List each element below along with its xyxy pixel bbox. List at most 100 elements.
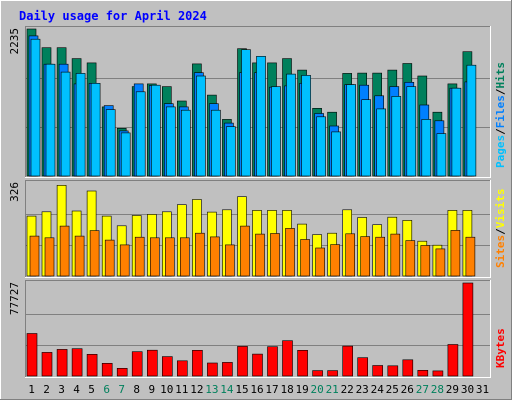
bar-kbytes-day-23 — [357, 357, 369, 377]
x-label-day-13: 13 — [205, 383, 218, 396]
bar-sites-day-27 — [420, 245, 431, 277]
x-label-day-6: 6 — [103, 383, 110, 396]
bar-kbytes-day-17 — [267, 346, 278, 377]
bar-pages-day-27 — [421, 119, 432, 177]
bar-pages-day-20 — [316, 116, 326, 177]
bar-pages-day-26 — [406, 86, 417, 177]
bar-kbytes-day-18 — [282, 340, 293, 377]
bar-pages-day-11 — [181, 109, 191, 177]
bar-sites-day-4 — [74, 235, 85, 277]
panel-kbytes: 77727 KBytes — [8, 280, 507, 378]
x-label-day-3: 3 — [58, 383, 65, 396]
bar-pages-day-22 — [346, 84, 357, 177]
legend-entry: KBytes — [494, 328, 507, 368]
bar-kbytes-day-20 — [312, 370, 323, 377]
bar-kbytes-day-4 — [71, 348, 83, 377]
x-label-day-16: 16 — [250, 383, 263, 396]
bar-pages-day-18 — [286, 73, 296, 177]
x-label-day-15: 15 — [235, 383, 248, 396]
bar-sites-day-28 — [435, 248, 446, 277]
y-max-label: 2235 — [8, 28, 21, 55]
bar-pages-day-21 — [331, 131, 341, 177]
bar-kbytes-day-5 — [86, 353, 98, 377]
bar-pages-day-10 — [166, 106, 176, 177]
bar-pages-day-3 — [60, 71, 71, 177]
x-label-day-19: 19 — [295, 383, 308, 396]
x-label-day-21: 21 — [326, 383, 339, 396]
bar-sites-day-2 — [44, 237, 55, 277]
x-label-day-29: 29 — [446, 383, 459, 396]
legend-entry: / — [494, 128, 507, 135]
x-label-day-28: 28 — [431, 383, 444, 396]
panel-hits-files-pages: 2235 Pages/Files/Hits — [8, 26, 507, 178]
bar-sites-day-8 — [134, 236, 145, 277]
bar-kbytes-day-25 — [387, 365, 399, 377]
x-label-day-14: 14 — [220, 383, 234, 396]
legend-hits-files-pages: Pages/Files/Hits — [494, 62, 507, 168]
x-label-day-18: 18 — [280, 383, 293, 396]
bar-sites-day-22 — [345, 233, 356, 277]
x-label-day-4: 4 — [73, 383, 80, 396]
bar-sites-day-17 — [270, 233, 280, 277]
bar-pages-day-23 — [361, 99, 372, 177]
bar-sites-day-6 — [104, 239, 115, 277]
bar-sites-day-15 — [240, 225, 250, 277]
x-label-day-30: 30 — [461, 383, 474, 396]
bar-kbytes-day-14 — [222, 362, 233, 377]
bar-sites-day-14 — [225, 244, 235, 277]
bar-sites-day-24 — [375, 236, 386, 277]
bar-pages-day-19 — [301, 75, 311, 177]
x-label-day-5: 5 — [88, 383, 95, 396]
bar-pages-day-12 — [196, 75, 206, 177]
x-axis-labels: 1 2 3 4 5 6 7 8 9 10 11 12 13 14 15 16 17 18 19 20 21 22 23 24 2… — [28, 383, 489, 396]
legend-kbytes: KBytes — [494, 328, 507, 368]
bar-sites-day-1 — [29, 235, 40, 277]
bar-pages-day-14 — [226, 126, 236, 177]
bar-kbytes-day-22 — [342, 345, 354, 377]
bar-kbytes-day-12 — [192, 349, 203, 377]
x-label-day-8: 8 — [133, 383, 140, 396]
bar-pages-day-28 — [436, 133, 447, 177]
bar-kbytes-day-8 — [131, 351, 143, 377]
legend-visits-sites: Sites/Visits — [494, 189, 507, 269]
bar-kbytes-day-13 — [207, 362, 218, 377]
bar-kbytes-day-9 — [147, 349, 158, 377]
x-label-day-27: 27 — [416, 383, 429, 396]
bar-sites-day-23 — [360, 236, 371, 277]
bar-pages-day-25 — [391, 96, 402, 177]
bar-pages-day-17 — [271, 86, 281, 177]
bar-sites-day-19 — [300, 239, 310, 277]
x-label-day-9: 9 — [148, 383, 155, 396]
x-label-day-23: 23 — [356, 383, 369, 396]
bar-sites-day-21 — [330, 244, 340, 277]
bar-pages-day-7 — [120, 132, 131, 177]
bar-pages-day-30 — [466, 64, 477, 177]
bar-kbytes-day-16 — [252, 353, 263, 377]
bar-pages-day-13 — [211, 109, 221, 177]
x-label-day-20: 20 — [310, 383, 323, 396]
bar-pages-day-15 — [241, 49, 251, 177]
bar-pages-day-16 — [256, 55, 266, 177]
bar-pages-day-5 — [90, 83, 101, 177]
bar-pages-day-2 — [45, 63, 56, 177]
bar-pages-day-1 — [30, 38, 41, 177]
bar-sites-day-25 — [390, 233, 401, 277]
bar-sites-day-3 — [59, 225, 70, 277]
bar-sites-day-7 — [119, 244, 130, 277]
bar-pages-day-6 — [105, 109, 116, 177]
bar-kbytes-day-21 — [327, 370, 338, 377]
bar-kbytes-day-28 — [432, 370, 444, 377]
bar-sites-day-5 — [89, 230, 100, 277]
chart-title: Daily usage for April 2024 — [19, 9, 207, 23]
bar-pages-day-8 — [135, 91, 146, 177]
bar-kbytes-day-10 — [162, 356, 173, 377]
bar-kbytes-day-27 — [417, 369, 429, 377]
bar-sites-day-18 — [285, 228, 295, 277]
x-label-day-31: 31 — [476, 383, 489, 396]
bar-kbytes-day-6 — [101, 362, 113, 377]
legend-entry: Visits — [494, 189, 507, 229]
bar-sites-day-11 — [180, 237, 190, 277]
x-label-day-11: 11 — [175, 383, 188, 396]
legend-entry: Sites — [494, 235, 507, 268]
